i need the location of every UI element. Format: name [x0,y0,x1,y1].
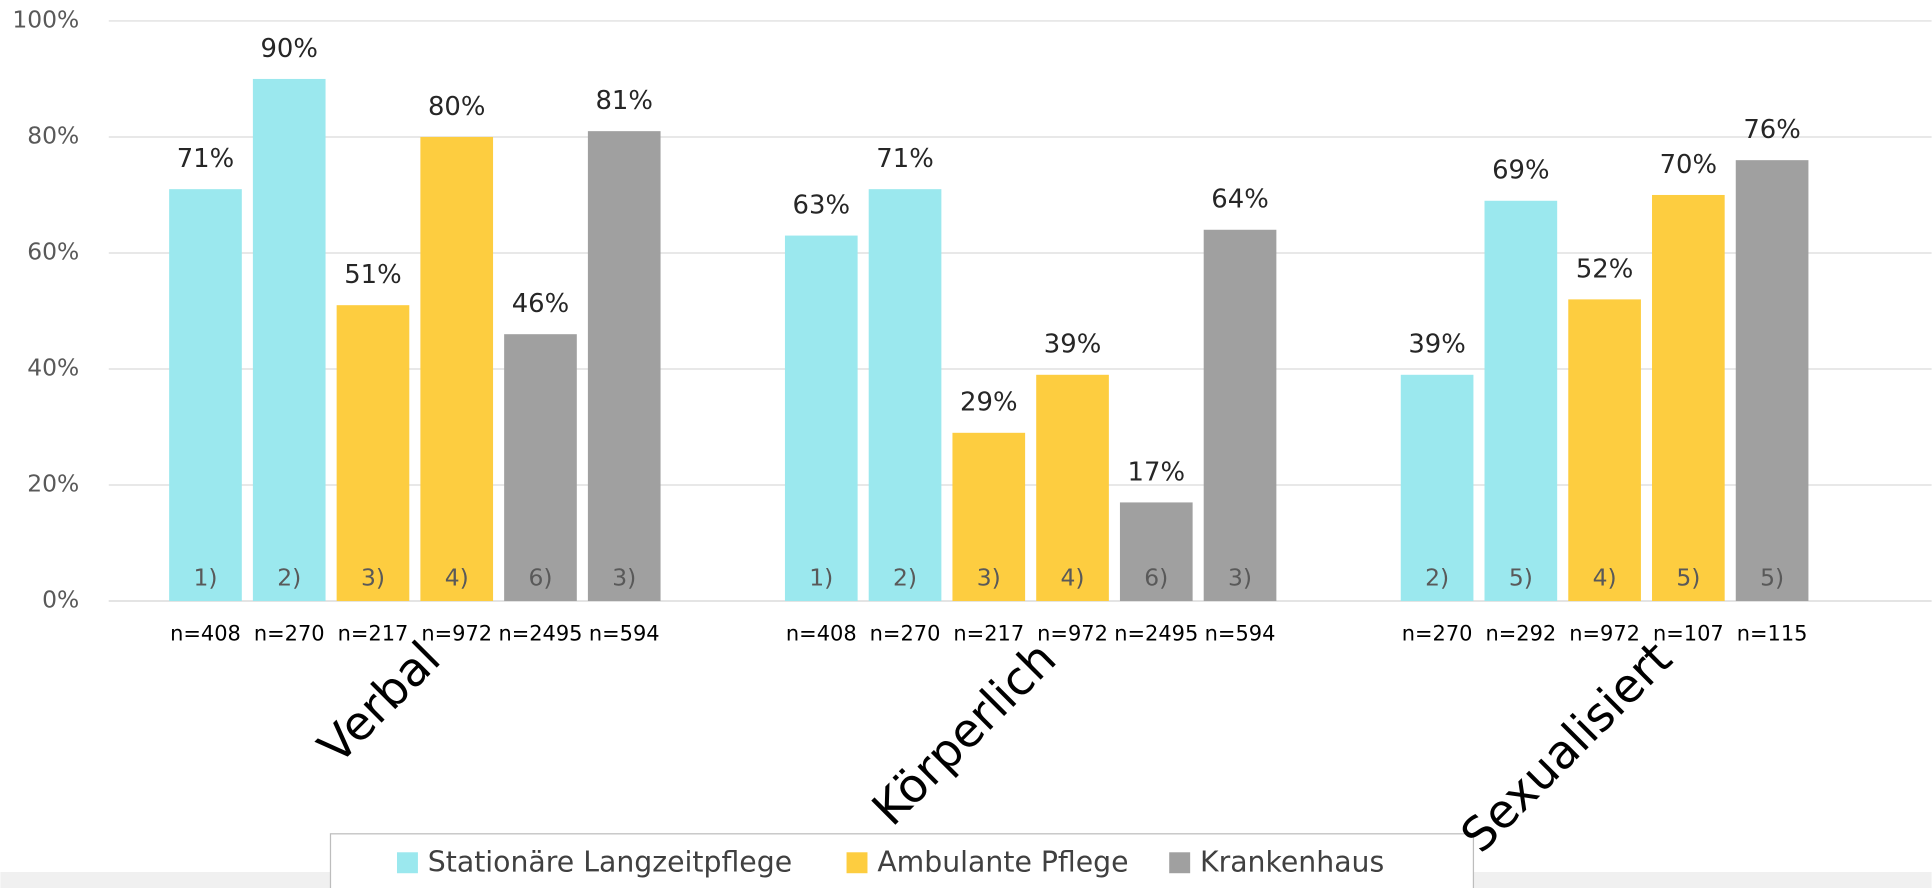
value-label: 46% [512,289,569,319]
n-label: n=408 [786,621,857,645]
bar [952,432,1026,602]
y-tick-label: 40% [27,353,79,381]
bar [1568,299,1641,602]
bar [336,305,410,602]
bar-note: 3) [1228,563,1252,591]
n-label: n=217 [953,621,1024,645]
n-label: n=594 [589,621,660,645]
bar-note: 2) [277,563,301,591]
bar [1484,200,1558,602]
n-label: n=107 [1653,621,1724,645]
y-tick-label: 100% [12,5,79,33]
bar [868,189,942,602]
n-label: n=972 [1569,621,1640,645]
value-label: 90% [260,34,317,64]
n-label: n=972 [421,621,492,645]
value-label: 80% [428,92,485,122]
bar-note: 5) [1760,563,1784,591]
bar-note: 6) [1144,563,1168,591]
bar-note: 3) [977,563,1001,591]
value-label: 39% [1044,330,1101,360]
category-label: Körperlich [862,632,1067,837]
bar [504,334,577,602]
bar-note: 2) [1425,563,1449,591]
bar-note: 3) [361,563,385,591]
value-label: 81% [595,86,652,116]
legend-swatch [396,852,418,874]
n-label: n=972 [1037,621,1108,645]
n-label: n=217 [338,621,409,645]
value-label: 29% [960,388,1017,418]
value-label: 17% [1128,457,1185,487]
legend-label: Ambulante Pflege [877,845,1128,878]
bar [1119,502,1193,602]
bar [1652,194,1725,602]
bar-note: 1) [809,563,833,591]
bar [420,136,494,602]
bar-note: 4) [1593,563,1617,591]
value-label: 39% [1408,330,1465,360]
n-label: n=270 [254,621,325,645]
n-label: n=292 [1485,621,1556,645]
value-label: 51% [344,260,401,290]
n-label: n=594 [1205,621,1276,645]
bar [1400,374,1474,602]
value-label: 76% [1743,115,1800,145]
y-tick-label: 20% [27,470,79,498]
bar [1203,229,1277,602]
bar-note: 5) [1676,563,1700,591]
bar-note: 3) [612,563,636,591]
legend-swatch [1169,852,1191,874]
legend-label: Stationäre Langzeitpflege [428,845,792,878]
category-label: Verbal [309,632,452,775]
value-label: 70% [1660,150,1717,180]
bar [587,131,661,602]
value-label: 64% [1211,185,1268,215]
value-label: 52% [1576,254,1633,284]
y-tick-label: 0% [42,586,79,614]
bar-note: 2) [893,563,917,591]
bar-note: 1) [193,563,217,591]
value-label: 69% [1492,156,1549,186]
value-label: 71% [876,144,933,174]
category-label: Sexualisiert [1451,632,1683,864]
n-label: n=270 [1402,621,1473,645]
n-label: n=115 [1737,621,1808,645]
n-label: n=270 [870,621,941,645]
bar [252,78,326,602]
bar-note: 5) [1509,563,1533,591]
n-label: n=2495 [498,621,582,645]
legend-box [329,833,1475,888]
bar [1036,374,1109,602]
y-tick-label: 80% [27,121,79,149]
y-tick-label: 60% [27,237,79,265]
bar-note: 4) [1061,563,1085,591]
bar-note: 6) [528,563,552,591]
n-label: n=408 [170,621,241,645]
bar [169,189,242,602]
value-label: 71% [177,144,234,174]
bar [784,235,858,602]
legend-swatch [846,852,868,874]
value-label: 63% [793,191,850,221]
legend-label: Krankenhaus [1200,845,1384,878]
n-label: n=2495 [1114,621,1198,645]
bar-note: 4) [445,563,469,591]
bar [1735,160,1809,602]
